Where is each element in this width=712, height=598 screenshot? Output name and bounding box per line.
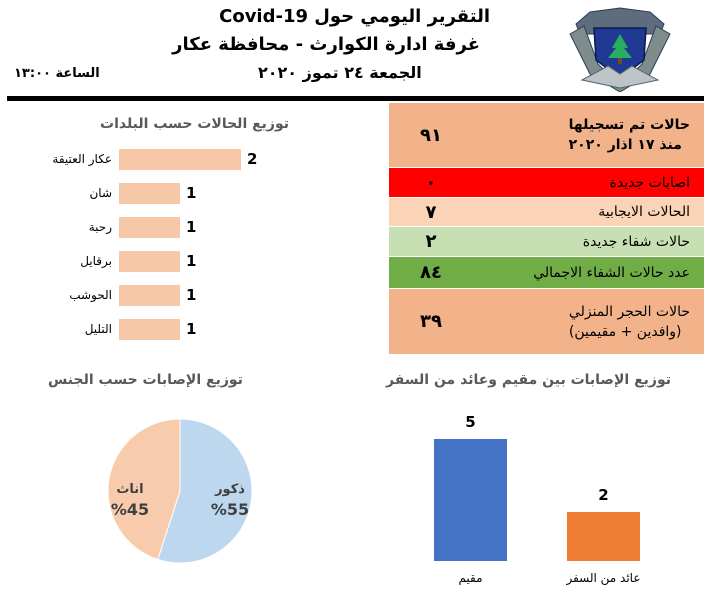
stat-label-block: حالات تم تسجيلها منذ ١٧ اذار ٢٠٢٠	[569, 103, 690, 167]
pie-slice-name: اناث	[116, 482, 144, 497]
stat-label: عدد حالات الشفاء الاجمالي	[533, 264, 690, 281]
stat-row: ٠ اصابات جديدة	[389, 167, 704, 197]
pie-slice-percent: %55	[210, 500, 250, 519]
gender-chart-title: توزيع الإصابات حسب الجنس	[48, 372, 243, 388]
travel-bar	[567, 512, 640, 561]
town-label: التليل	[84, 322, 112, 336]
stat-label: حالات تم تسجيلها	[568, 117, 690, 133]
town-value: 1	[186, 218, 197, 236]
travel-chart-title: توزيع الإصابات بين مقيم وعائد من السفر	[386, 372, 671, 388]
stat-sublabel: (وافدين + مقيمين)	[568, 323, 682, 340]
travel-bar-value: 5	[465, 413, 476, 431]
town-label: الحوشب	[69, 288, 112, 302]
lebanon-cedar-shield-logo-icon	[568, 4, 672, 93]
town-label: عكار العتيقة	[52, 152, 112, 166]
stat-label: حالات الحجر المنزلي	[568, 303, 690, 320]
stat-value: ٣٩	[420, 311, 442, 332]
stat-label-block: حالات شفاء جديدة	[583, 227, 690, 256]
town-value: 1	[186, 286, 197, 304]
stat-label: اصابات جديدة	[609, 174, 690, 191]
travel-bar	[434, 439, 507, 561]
stat-value: ٩١	[420, 124, 442, 146]
town-bar	[119, 319, 180, 340]
stat-label-block: اصابات جديدة	[610, 168, 690, 197]
gender-pie-chart	[107, 418, 253, 564]
stat-value: ٢	[425, 231, 437, 252]
town-bar	[119, 217, 180, 238]
town-label: برقايل	[80, 254, 112, 268]
stat-row: ٨٤ عدد حالات الشفاء الاجمالي	[389, 256, 704, 288]
stat-value: ٧	[425, 201, 437, 223]
pie-slice-percent: %45	[110, 500, 150, 519]
town-bar	[119, 285, 180, 306]
town-label: شان	[89, 186, 112, 200]
town-label: رحبة	[88, 220, 112, 234]
towns-chart-title: توزيع الحالات حسب البلدات	[100, 116, 290, 132]
pie-slice	[107, 418, 181, 561]
town-bar	[119, 149, 241, 170]
town-value: 2	[247, 150, 258, 168]
travel-category-label: عائد من السفر	[566, 571, 641, 585]
town-value: 1	[186, 184, 197, 202]
town-bar	[119, 251, 180, 272]
stat-label-block: حالات الحجر المنزلي (وافدين + مقيمين)	[569, 289, 690, 354]
stat-label: الحالات الايجابية	[598, 204, 690, 220]
stat-row: ٣٩ حالات الحجر المنزلي (وافدين + مقيمين)	[389, 288, 704, 354]
report-title: التقرير اليومي حول Covid-19	[219, 6, 490, 27]
report-time: الساعة ١٣:٠٠	[14, 66, 100, 81]
stat-value: ٨٤	[420, 262, 442, 283]
town-bar	[119, 183, 180, 204]
header-divider	[7, 96, 704, 101]
stat-sublabel: منذ ١٧ اذار ٢٠٢٠	[568, 137, 682, 153]
stat-label-block: الحالات الايجابية	[598, 198, 690, 226]
town-value: 1	[186, 252, 197, 270]
pie-slice-name: ذكور	[215, 482, 245, 497]
stat-value: ٠	[425, 172, 437, 193]
stat-row: ٧ الحالات الايجابية	[389, 197, 704, 226]
pie-slice	[157, 418, 253, 564]
report-subtitle: غرفة ادارة الكوارث - محافظة عكار	[172, 34, 480, 55]
pie-slice-label: اناث %45	[105, 482, 155, 519]
town-value: 1	[186, 320, 197, 338]
stat-row: ٩١ حالات تم تسجيلها منذ ١٧ اذار ٢٠٢٠	[389, 102, 704, 167]
stat-row: ٢ حالات شفاء جديدة	[389, 226, 704, 256]
pie-slice-label: ذكور %55	[205, 482, 255, 519]
travel-bar-value: 2	[598, 486, 609, 505]
report-date: الجمعة ٢٤ تموز ٢٠٢٠	[258, 63, 422, 82]
travel-category-label: مقيم	[458, 571, 483, 585]
stat-label: حالات شفاء جديدة	[582, 233, 690, 250]
stat-label-block: عدد حالات الشفاء الاجمالي	[533, 257, 690, 288]
